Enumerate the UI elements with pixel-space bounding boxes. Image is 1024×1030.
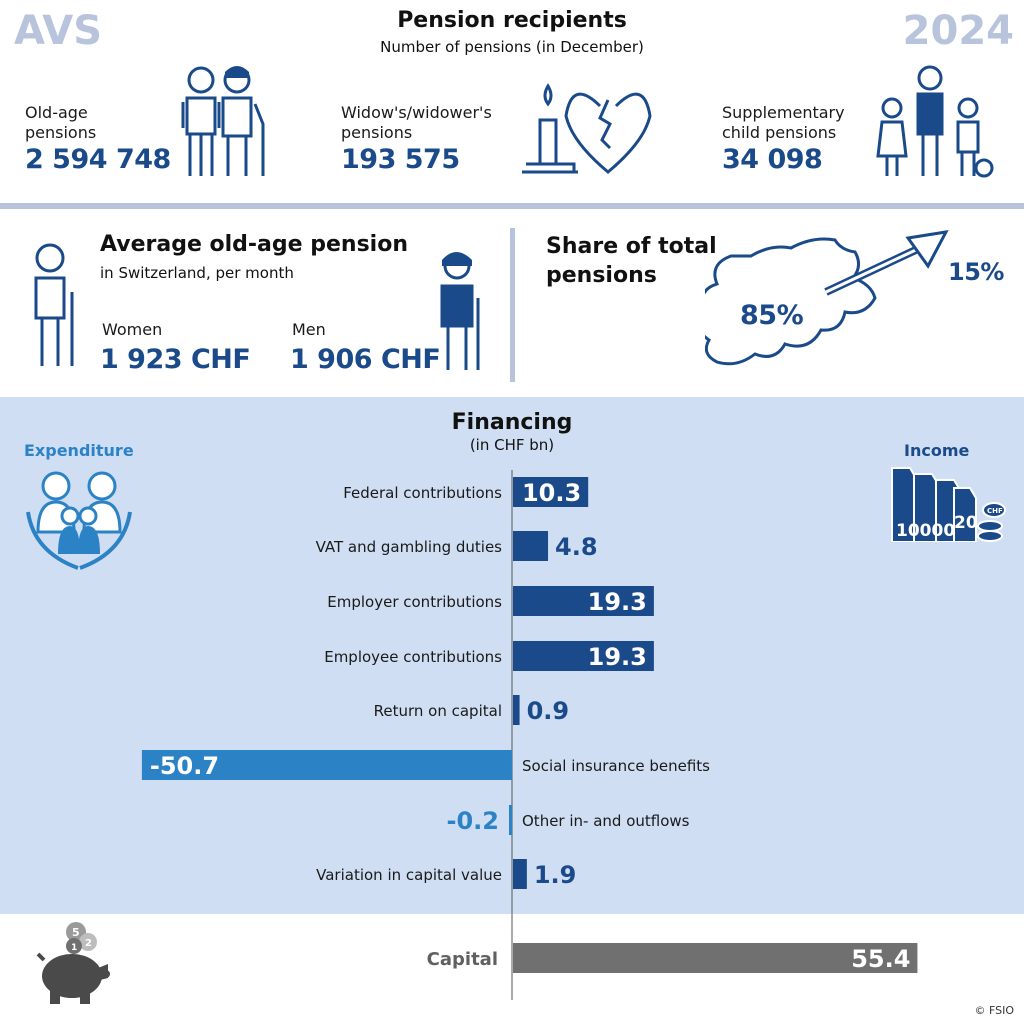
elderly-man-icon [440,252,480,370]
value-label-4: 0.9 [527,697,570,725]
child-pensions-label: Supplementary child pensions [722,103,845,142]
widow-value: 193 575 [341,144,460,175]
svg-text:1: 1 [71,943,77,953]
vertical-divider [510,228,515,382]
svg-text:2: 2 [85,938,92,949]
switzerland-map-icon [705,237,877,366]
category-label-1: VAT and gambling duties [316,538,503,556]
candle-broken-heart-icon [522,83,652,174]
financing-title: Financing [451,410,573,435]
bar-3 [513,641,654,671]
value-label-3: 19.3 [588,643,647,671]
men-value: 1 906 CHF [290,344,441,375]
old-age-value: 2 594 748 [25,144,171,175]
old-age-label: Old-age pensions [25,103,97,142]
category-label-5: Social insurance benefits [522,757,710,775]
capital-value-label: 55.4 [851,945,910,973]
bar-5 [141,750,512,780]
bar-4 [513,695,520,725]
capital-bar [513,943,918,973]
children-icon [876,65,994,178]
share-title: Share of total pensions [546,234,717,288]
expenditure-label: Expenditure [24,441,134,460]
women-value: 1 923 CHF [100,344,251,375]
category-label-7: Variation in capital value [316,866,502,884]
bar-0 [513,477,589,507]
banknote-text: 10000 [896,521,955,541]
value-label-1: 4.8 [555,533,598,561]
average-title: Average old-age pension [100,232,408,257]
svg-text:5: 5 [72,926,80,939]
year-tag: 2024 [902,8,1014,54]
value-label-2: 19.3 [588,588,647,616]
bar-6 [509,805,512,835]
bar-7 [513,859,527,889]
child-pensions-value: 34 098 [722,144,823,175]
income-label: Income [904,441,970,460]
bar-2 [513,586,654,616]
financing-subtitle: (in CHF bn) [469,436,555,454]
bar-1 [513,531,549,561]
category-label-4: Return on capital [374,702,502,720]
banknote-text-2: 20 [954,513,978,533]
capital-label: Capital [427,949,498,970]
value-label-7: 1.9 [534,861,577,889]
banknotes-coins-icon: 10000 20 CHF [891,467,1006,542]
piggy-bank-icon: 5 2 1 [36,922,110,1004]
coin-text: CHF [987,507,1003,515]
category-label-6: Other in- and outflows [522,812,690,830]
women-label: Women [102,320,163,339]
avs-tag: AVS [14,8,103,54]
value-label-6: -0.2 [447,807,499,835]
category-label-3: Employee contributions [324,648,502,666]
category-label-2: Employer contributions [327,593,502,611]
widow-label: Widow's/widower's pensions [341,103,492,142]
arrow-abroad-icon [824,230,949,296]
elderly-woman-icon [34,243,74,366]
men-label: Men [292,320,326,339]
recipients-title: Pension recipients [397,8,627,33]
share-abroad-value: 15% [948,258,1004,286]
elderly-couple-icon [181,66,265,176]
financing-chart: Federal contributions 10.3 VAT and gamblin… [141,470,918,1000]
average-subtitle: in Switzerland, per month [100,264,294,282]
recipients-subtitle: Number of pensions (in December) [380,38,644,56]
share-domestic-value: 85% [740,300,804,331]
credit: © FSIO [974,1004,1014,1017]
section-divider [0,203,1024,209]
value-label-5: -50.7 [150,752,219,780]
value-label-0: 10.3 [522,479,581,507]
family-hands-icon [26,471,132,570]
category-label-0: Federal contributions [343,484,502,502]
